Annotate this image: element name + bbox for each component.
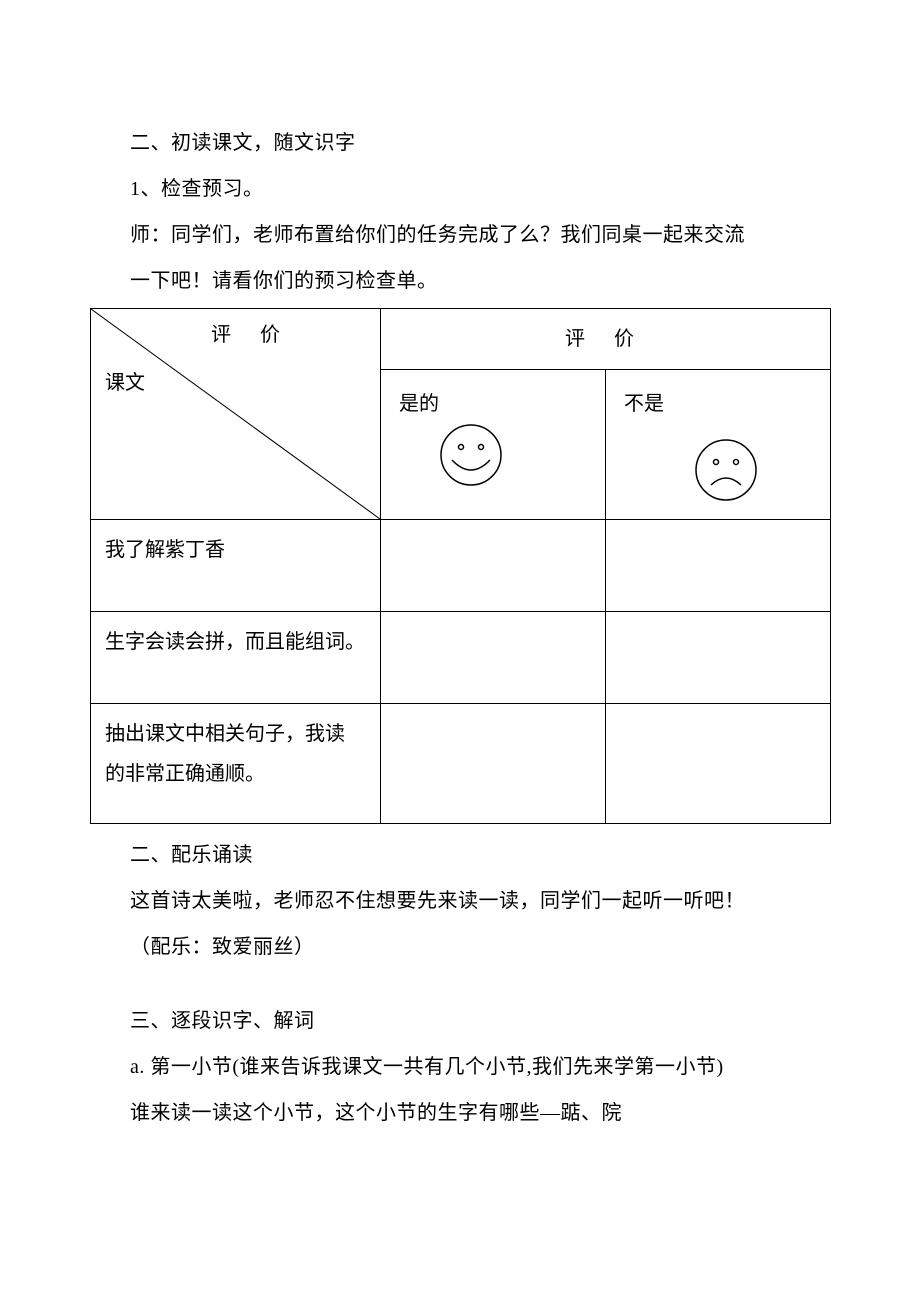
section-2-title: 二、初读课文，随文识字 bbox=[90, 120, 830, 166]
section-2-line-1: 师：同学们，老师布置给你们的任务完成了么？我们同桌一起来交流 bbox=[90, 212, 830, 258]
section-3-item-a: a. 第一小节(谁来告诉我课文一共有几个小节,我们先来学第一小节) bbox=[90, 1044, 830, 1090]
section-2b-title: 二、配乐诵读 bbox=[90, 832, 830, 878]
row3-no bbox=[606, 704, 831, 824]
row3-line-a: 抽出课文中相关句子，我读 bbox=[105, 723, 345, 745]
section-2b-line-2: （配乐：致爱丽丝） bbox=[90, 924, 830, 970]
row1-yes bbox=[381, 520, 606, 612]
section-2-item-1: 1、检查预习。 bbox=[90, 166, 830, 212]
section-2b-line-1: 这首诗太美啦，老师忍不住想要先来读一读，同学们一起听一听吧！ bbox=[90, 878, 830, 924]
section-3-line-1: 谁来读一读这个小节，这个小节的生字有哪些—踮、院 bbox=[90, 1090, 830, 1136]
smile-face-icon bbox=[436, 420, 506, 490]
diag-header-bottom: 课文 bbox=[105, 363, 145, 403]
blank-line bbox=[90, 970, 830, 998]
sad-face-icon bbox=[691, 435, 761, 505]
no-label: 不是 bbox=[624, 384, 664, 424]
table-row: 生字会读会拼，而且能组词。 bbox=[91, 612, 831, 704]
preview-check-table: 评 价 课文 评 价 是的 不是 bbox=[90, 308, 831, 824]
no-header-cell: 不是 bbox=[606, 370, 831, 520]
row2-no bbox=[606, 612, 831, 704]
yes-header-cell: 是的 bbox=[381, 370, 606, 520]
section-3-title: 三、逐段识字、解词 bbox=[90, 998, 830, 1044]
row3-yes bbox=[381, 704, 606, 824]
page-content: 二、初读课文，随文识字 1、检查预习。 师：同学们，老师布置给你们的任务完成了么… bbox=[0, 0, 920, 1136]
diagonal-header-cell: 评 价 课文 bbox=[91, 309, 381, 520]
row1-label: 我了解紫丁香 bbox=[91, 520, 381, 612]
yes-label: 是的 bbox=[399, 384, 439, 424]
eval-header-cell: 评 价 bbox=[381, 309, 831, 370]
section-2-line-2: 一下吧！请看你们的预习检查单。 bbox=[90, 258, 830, 304]
table-row: 我了解紫丁香 bbox=[91, 520, 831, 612]
diag-header-top: 评 价 bbox=[211, 315, 292, 355]
row2-yes bbox=[381, 612, 606, 704]
row3-line-b: 的非常正确通顺。 bbox=[105, 763, 265, 785]
row2-label: 生字会读会拼，而且能组词。 bbox=[91, 612, 381, 704]
row1-no bbox=[606, 520, 831, 612]
table-row: 抽出课文中相关句子，我读 的非常正确通顺。 bbox=[91, 704, 831, 824]
row3-label: 抽出课文中相关句子，我读 的非常正确通顺。 bbox=[91, 704, 381, 824]
